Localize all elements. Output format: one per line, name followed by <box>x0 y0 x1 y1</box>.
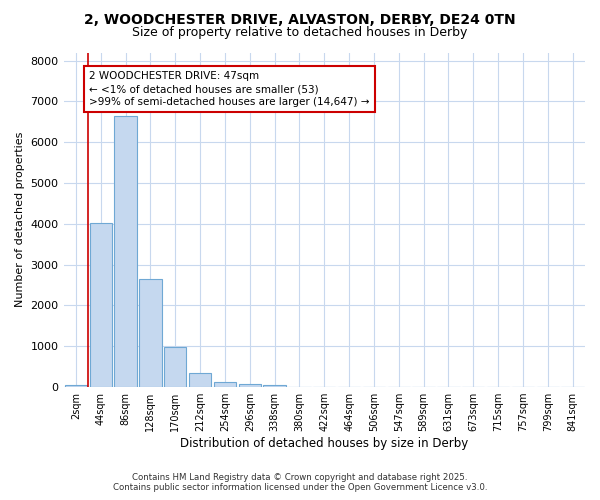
Text: Size of property relative to detached houses in Derby: Size of property relative to detached ho… <box>133 26 467 39</box>
Text: 2, WOODCHESTER DRIVE, ALVASTON, DERBY, DE24 0TN: 2, WOODCHESTER DRIVE, ALVASTON, DERBY, D… <box>84 12 516 26</box>
Bar <box>239 384 261 387</box>
Bar <box>164 346 187 387</box>
Text: Contains HM Land Registry data © Crown copyright and database right 2025.
Contai: Contains HM Land Registry data © Crown c… <box>113 473 487 492</box>
Bar <box>89 223 112 387</box>
X-axis label: Distribution of detached houses by size in Derby: Distribution of detached houses by size … <box>180 437 469 450</box>
Bar <box>115 116 137 387</box>
Y-axis label: Number of detached properties: Number of detached properties <box>15 132 25 308</box>
Bar <box>189 373 211 387</box>
Bar <box>139 279 161 387</box>
Bar <box>65 385 87 387</box>
Text: 2 WOODCHESTER DRIVE: 47sqm
← <1% of detached houses are smaller (53)
>99% of sem: 2 WOODCHESTER DRIVE: 47sqm ← <1% of deta… <box>89 71 370 108</box>
Bar <box>214 382 236 387</box>
Bar <box>263 385 286 387</box>
